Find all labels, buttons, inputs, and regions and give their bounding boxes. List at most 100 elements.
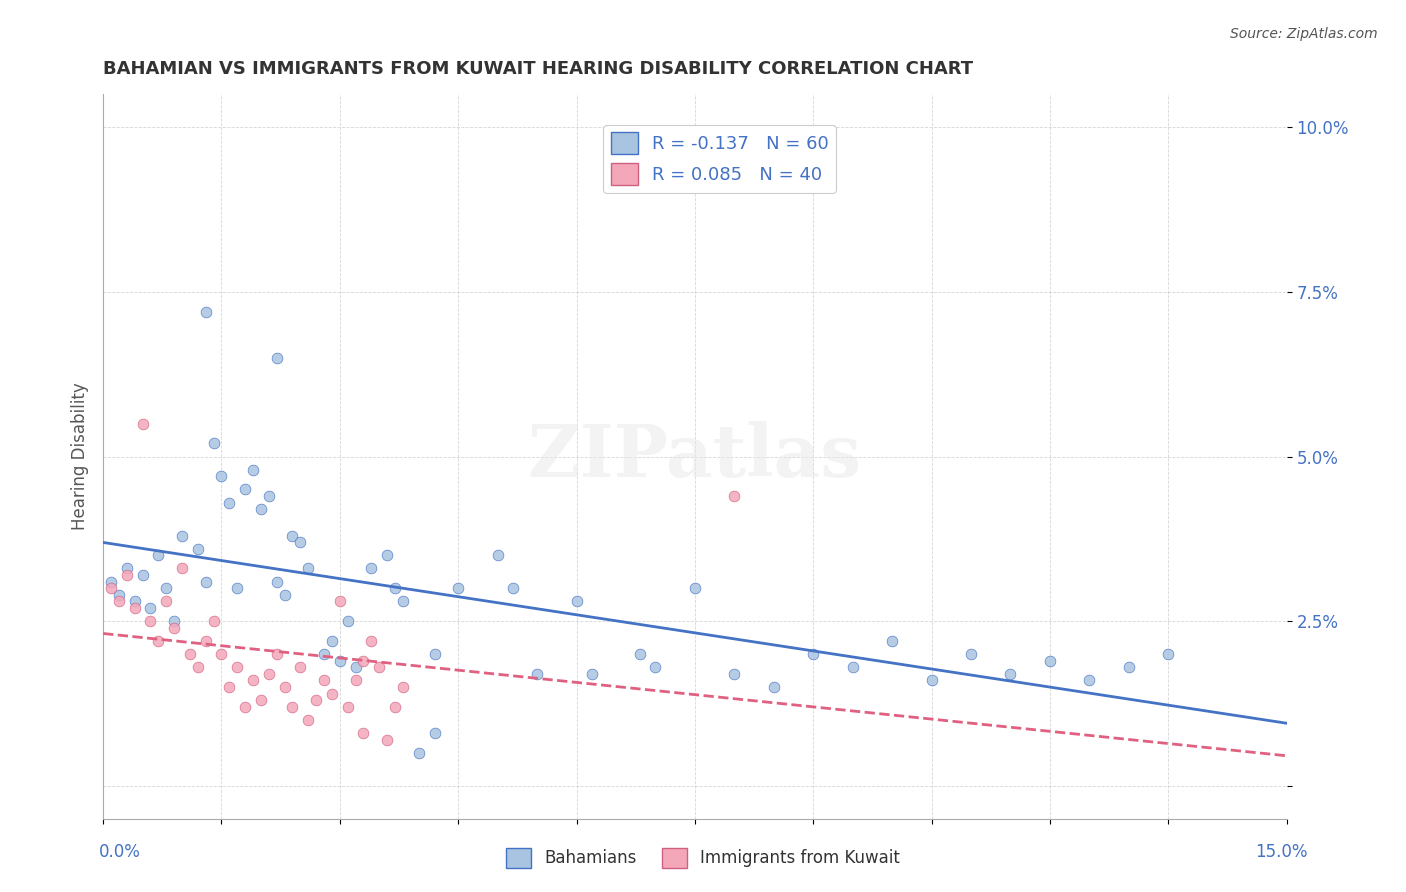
- Point: [257, 666, 280, 681]
- Point: [148, 549, 170, 563]
- Point: [202, 614, 225, 628]
- Point: [882, 633, 904, 648]
- Point: [329, 594, 352, 608]
- Point: [384, 699, 406, 714]
- Point: [242, 463, 264, 477]
- Point: [581, 666, 603, 681]
- Point: [179, 647, 201, 661]
- Point: [124, 601, 146, 615]
- Point: [218, 495, 240, 509]
- Point: [108, 594, 131, 608]
- Point: [353, 726, 375, 740]
- Point: [273, 588, 295, 602]
- Point: [131, 417, 153, 431]
- Point: [290, 535, 312, 549]
- Point: [202, 436, 225, 450]
- Text: 0.0%: 0.0%: [98, 843, 141, 861]
- Point: [336, 699, 359, 714]
- Point: [187, 660, 209, 674]
- Point: [100, 581, 122, 595]
- Point: [139, 601, 162, 615]
- Point: [108, 588, 131, 602]
- Text: Source: ZipAtlas.com: Source: ZipAtlas.com: [1230, 27, 1378, 41]
- Point: [305, 693, 328, 707]
- Point: [131, 568, 153, 582]
- Point: [801, 647, 824, 661]
- Point: [841, 660, 863, 674]
- Point: [368, 660, 391, 674]
- Point: [723, 666, 745, 681]
- Point: [226, 581, 249, 595]
- Point: [155, 581, 177, 595]
- Legend: R = -0.137   N = 60, R = 0.085   N = 40: R = -0.137 N = 60, R = 0.085 N = 40: [603, 125, 837, 193]
- Point: [297, 561, 319, 575]
- Point: [100, 574, 122, 589]
- Point: [266, 351, 288, 365]
- Point: [921, 673, 943, 688]
- Point: [250, 693, 273, 707]
- Point: [336, 614, 359, 628]
- Point: [321, 687, 343, 701]
- Point: [1000, 666, 1022, 681]
- Point: [233, 483, 256, 497]
- Point: [281, 699, 304, 714]
- Point: [266, 647, 288, 661]
- Point: [115, 568, 138, 582]
- Point: [447, 581, 470, 595]
- Point: [218, 680, 240, 694]
- Text: ZIPatlas: ZIPatlas: [527, 421, 862, 492]
- Point: [312, 673, 335, 688]
- Point: [360, 633, 382, 648]
- Point: [375, 732, 398, 747]
- Point: [408, 746, 430, 760]
- Point: [392, 594, 415, 608]
- Text: 15.0%: 15.0%: [1256, 843, 1308, 861]
- Text: BAHAMIAN VS IMMIGRANTS FROM KUWAIT HEARING DISABILITY CORRELATION CHART: BAHAMIAN VS IMMIGRANTS FROM KUWAIT HEARI…: [103, 60, 973, 78]
- Point: [1118, 660, 1140, 674]
- Point: [115, 561, 138, 575]
- Point: [312, 647, 335, 661]
- Point: [1039, 654, 1062, 668]
- Point: [194, 304, 217, 318]
- Point: [250, 502, 273, 516]
- Point: [233, 699, 256, 714]
- Point: [644, 660, 666, 674]
- Point: [187, 541, 209, 556]
- Point: [211, 469, 233, 483]
- Point: [266, 574, 288, 589]
- Point: [170, 528, 193, 542]
- Point: [353, 654, 375, 668]
- Point: [683, 581, 706, 595]
- Y-axis label: Hearing Disability: Hearing Disability: [72, 383, 89, 531]
- Point: [290, 660, 312, 674]
- Point: [148, 633, 170, 648]
- Point: [526, 666, 548, 681]
- Point: [344, 673, 367, 688]
- Point: [226, 660, 249, 674]
- Point: [1157, 647, 1180, 661]
- Point: [257, 489, 280, 503]
- Point: [723, 489, 745, 503]
- Point: [155, 594, 177, 608]
- Point: [163, 614, 186, 628]
- Point: [762, 680, 785, 694]
- Point: [124, 594, 146, 608]
- Point: [960, 647, 983, 661]
- Point: [565, 594, 588, 608]
- Legend: Bahamians, Immigrants from Kuwait: Bahamians, Immigrants from Kuwait: [499, 841, 907, 875]
- Point: [502, 581, 524, 595]
- Point: [321, 633, 343, 648]
- Point: [1078, 673, 1101, 688]
- Point: [139, 614, 162, 628]
- Point: [392, 680, 415, 694]
- Point: [242, 673, 264, 688]
- Point: [423, 647, 446, 661]
- Point: [423, 726, 446, 740]
- Point: [211, 647, 233, 661]
- Point: [170, 561, 193, 575]
- Point: [360, 561, 382, 575]
- Point: [194, 574, 217, 589]
- Point: [486, 549, 509, 563]
- Point: [281, 528, 304, 542]
- Point: [628, 647, 651, 661]
